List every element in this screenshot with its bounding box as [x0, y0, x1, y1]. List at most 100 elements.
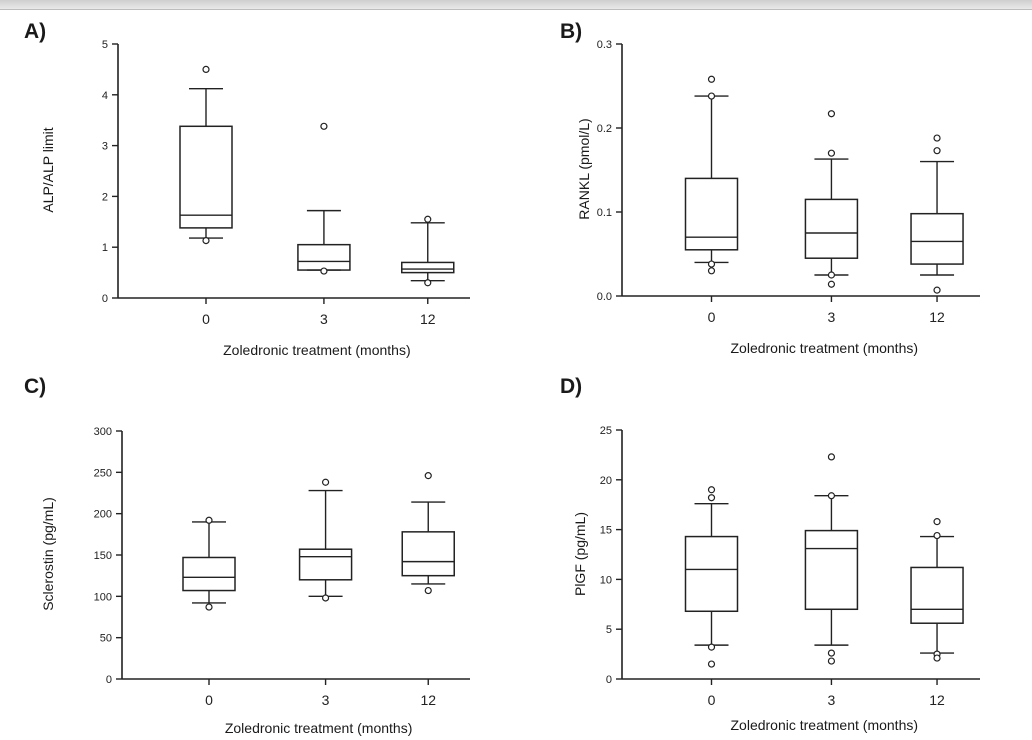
panel-label: B): [560, 20, 583, 43]
outlier-point: [424, 215, 432, 223]
box-group-12: [910, 518, 964, 662]
outlier-point: [707, 92, 716, 100]
x-axis-label: Zoledronic treatment (months): [224, 720, 413, 736]
panel-c-sclerostin-boxplot: C) Sclerostin (pg/mL) Zoledronic treatme…: [20, 375, 520, 736]
y-tick-label: 0.1: [597, 207, 612, 219]
outlier-point: [933, 147, 941, 155]
outlier-point: [202, 236, 210, 245]
y-tick-label: 1: [102, 242, 108, 254]
outlier-point: [827, 280, 836, 288]
outlier-point: [424, 279, 432, 287]
iqr-box: [910, 566, 964, 624]
y-tick-label: 0: [106, 674, 112, 686]
y-tick-label: 4: [102, 90, 108, 102]
x-tick-label: 12: [420, 692, 436, 708]
iqr-box: [401, 261, 455, 274]
outlier-point: [707, 494, 716, 502]
outlier-point: [320, 267, 328, 275]
box-group-12: [401, 472, 455, 595]
iqr-box: [804, 529, 859, 611]
outlier-point: [933, 654, 941, 662]
iqr-box: [910, 212, 964, 265]
y-tick-label: 100: [94, 591, 112, 603]
outlier-point: [321, 478, 330, 486]
iqr-box: [804, 198, 859, 259]
y-tick-label: 5: [102, 39, 108, 51]
x-tick-label: 3: [828, 309, 836, 325]
panel-b-rankl-boxplot: B) RANKL (pmol/L) Zoledronic treatment (…: [530, 20, 1030, 380]
x-tick-label: 0: [708, 309, 716, 325]
y-tick-label: 300: [94, 426, 112, 438]
window-top-bar: [0, 0, 1032, 10]
y-tick-label: 3: [102, 141, 108, 153]
outlier-point: [321, 594, 330, 602]
iqr-box: [684, 177, 739, 251]
outlier-point: [320, 122, 328, 130]
y-tick-label: 250: [94, 467, 112, 479]
x-tick-label: 12: [929, 309, 945, 325]
outlier-point: [933, 286, 941, 294]
y-tick-label: 200: [94, 509, 112, 521]
plot-area: 0 5 10 15 20 25 0 3 12: [600, 425, 980, 708]
box-group-3: [297, 122, 351, 275]
outlier-point: [827, 149, 836, 157]
outlier-point: [933, 518, 941, 526]
panel-d-plgf-boxplot: D) PlGF (pg/mL) Zoledronic treatment (mo…: [530, 375, 1030, 735]
iqr-box: [182, 556, 236, 592]
iqr-box: [401, 531, 455, 577]
outlier-point: [707, 75, 716, 83]
x-tick-label: 3: [828, 692, 836, 708]
iqr-box: [297, 243, 351, 271]
outlier-point: [424, 472, 432, 480]
box-group-3: [298, 478, 353, 602]
y-tick-label: 15: [600, 525, 612, 537]
x-axis-label: Zoledronic treatment (months): [223, 342, 411, 358]
outlier-point: [827, 453, 836, 461]
iqr-box: [684, 535, 739, 613]
plot-area: 0 50 100 150 200 250 300 0 3 12: [94, 426, 470, 708]
outlier-point: [827, 492, 836, 500]
box-group-12: [910, 134, 964, 294]
x-tick-label: 0: [202, 311, 210, 327]
panel-label: A): [24, 20, 47, 43]
y-tick-label: 10: [600, 574, 612, 586]
iqr-box: [298, 548, 353, 581]
y-tick-label: 0.0: [597, 291, 612, 303]
x-tick-label: 3: [320, 311, 328, 327]
x-tick-label: 0: [708, 692, 716, 708]
plot-area: 0.0 0.1 0.2 0.3 0 3 12: [597, 39, 980, 325]
outlier-point: [202, 65, 210, 74]
outlier-point: [205, 603, 213, 611]
outlier-point: [707, 486, 716, 494]
y-tick-label: 2: [102, 191, 108, 203]
box-group-3: [804, 453, 859, 665]
box-group-3: [804, 110, 859, 288]
iqr-box: [179, 125, 233, 229]
outlier-point: [827, 271, 836, 279]
y-tick-label: 50: [100, 633, 112, 645]
y-tick-label: 5: [606, 624, 612, 636]
box-group-0: [179, 65, 233, 245]
box-group-0: [182, 516, 236, 611]
outlier-point: [933, 531, 941, 540]
outlier-point: [707, 660, 716, 668]
y-tick-label: 0: [606, 674, 612, 686]
y-tick-label: 25: [600, 425, 612, 437]
box-group-0: [684, 75, 739, 275]
y-tick-label: 20: [600, 475, 612, 487]
x-tick-label: 3: [322, 692, 330, 708]
outlier-point: [424, 586, 432, 595]
outlier-point: [707, 260, 716, 268]
panel-label: D): [560, 375, 583, 398]
outlier-point: [827, 657, 836, 665]
y-tick-label: 150: [94, 550, 112, 562]
y-tick-label: 0: [102, 293, 108, 305]
outlier-point: [827, 649, 836, 657]
outlier-point: [707, 643, 716, 651]
outlier-point: [205, 516, 213, 524]
box-group-0: [684, 486, 739, 668]
box-group-12: [401, 215, 455, 287]
y-tick-label: 0.3: [597, 39, 612, 51]
outlier-point: [933, 134, 941, 142]
